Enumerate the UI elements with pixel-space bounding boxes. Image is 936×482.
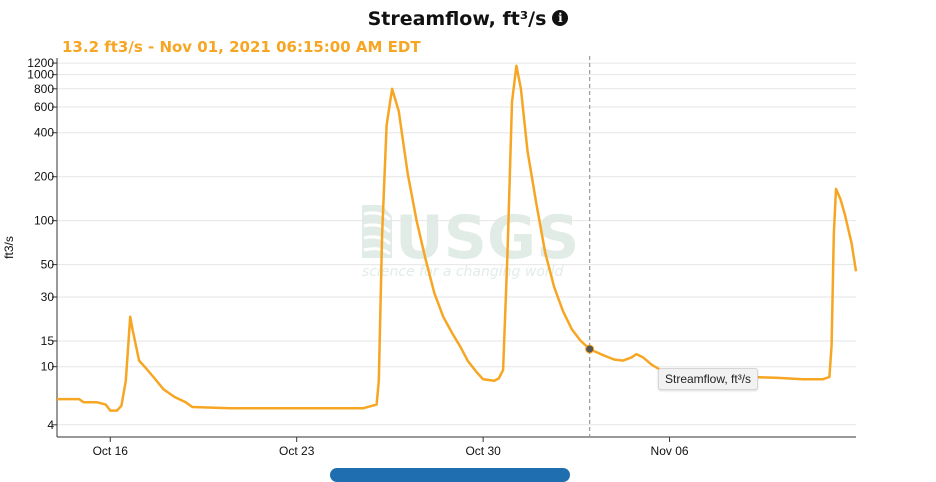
x-tick-label: Nov 06 bbox=[651, 444, 689, 458]
y-tick-label: 800 bbox=[34, 82, 54, 96]
bottom-action-button[interactable] bbox=[330, 468, 570, 482]
y-tick-label: 400 bbox=[34, 126, 54, 140]
hover-point-marker bbox=[585, 344, 595, 354]
usgs-logo-text: USGS bbox=[395, 203, 579, 273]
usgs-logo-mark bbox=[362, 205, 392, 258]
usgs-tagline: science for a changing world bbox=[362, 264, 564, 280]
y-axis-label: ft3/s bbox=[2, 236, 16, 259]
y-tick-label: 30 bbox=[41, 290, 55, 304]
info-icon[interactable]: i bbox=[552, 10, 569, 26]
series-tooltip: Streamflow, ft³/s bbox=[658, 368, 759, 390]
y-tick-label: 1200 bbox=[27, 56, 54, 70]
y-tick-label: 1000 bbox=[27, 68, 54, 82]
chart-title-row: Streamflow, ft³/s i bbox=[0, 8, 936, 30]
y-tick-label: 15 bbox=[41, 334, 55, 348]
y-tick-label: 10 bbox=[41, 360, 55, 374]
y-tick-label: 200 bbox=[34, 170, 54, 184]
x-axis-ticks: Oct 16 Oct 23 Oct 30 Nov 06 bbox=[93, 437, 689, 458]
y-tick-label: 600 bbox=[34, 100, 54, 114]
value-readout: 13.2 ft3/s - Nov 01, 2021 06:15:00 AM ED… bbox=[62, 38, 421, 56]
y-tick-label: 50 bbox=[41, 258, 55, 272]
x-tick-label: Oct 23 bbox=[279, 444, 315, 458]
usgs-watermark: USGS science for a changing world bbox=[362, 203, 579, 280]
x-tick-label: Oct 16 bbox=[93, 444, 129, 458]
y-tick-label: 100 bbox=[34, 214, 54, 228]
x-tick-label: Oct 30 bbox=[465, 444, 501, 458]
chart-title: Streamflow, ft³/s bbox=[367, 8, 547, 30]
grid-lines bbox=[57, 62, 856, 426]
y-tick-label: 4 bbox=[47, 418, 54, 432]
axes bbox=[56, 58, 856, 438]
